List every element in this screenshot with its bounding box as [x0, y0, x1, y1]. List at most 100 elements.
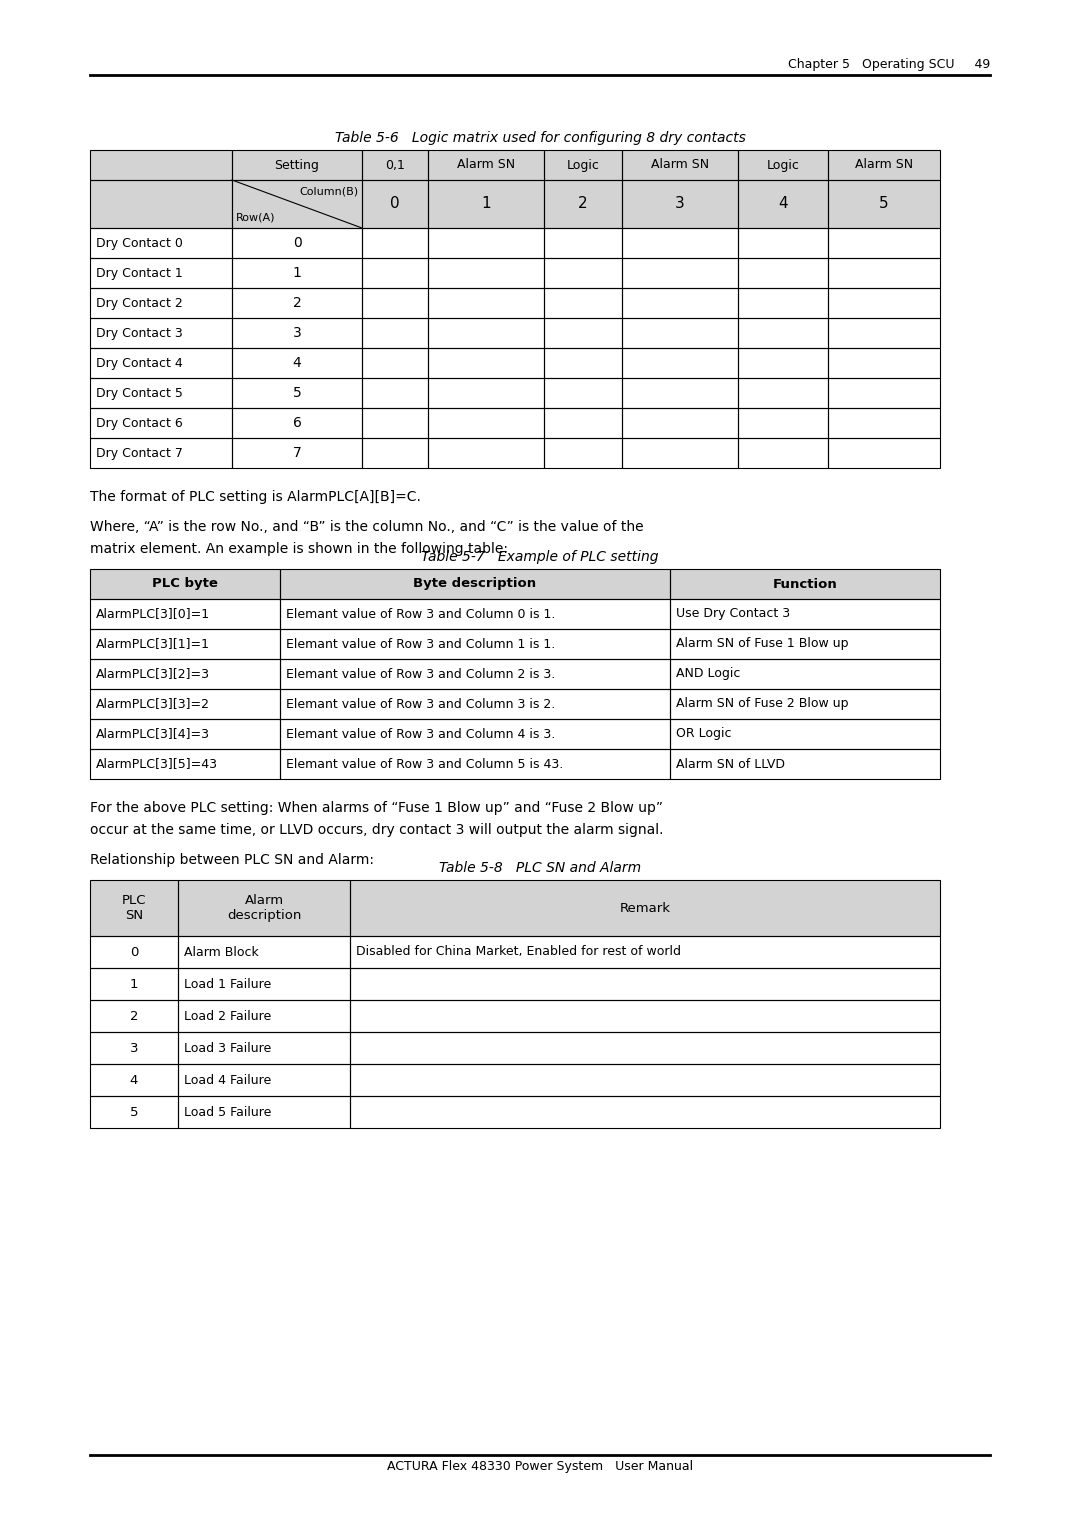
Bar	[178, 1031, 350, 1063]
Bar	[90, 749, 280, 779]
Bar	[90, 318, 232, 348]
Bar	[90, 1031, 178, 1063]
Bar	[90, 969, 178, 999]
Bar	[622, 228, 738, 258]
Text: Column(B): Column(B)	[299, 186, 357, 196]
Bar	[670, 749, 940, 779]
Text: Load 3 Failure: Load 3 Failure	[184, 1042, 271, 1054]
Bar	[828, 348, 940, 377]
Bar	[280, 720, 670, 749]
Text: Logic: Logic	[567, 159, 599, 171]
Bar	[90, 999, 178, 1031]
Bar	[738, 318, 828, 348]
Text: AlarmPLC[3][0]=1: AlarmPLC[3][0]=1	[96, 608, 211, 620]
Bar	[738, 439, 828, 468]
Bar	[280, 720, 670, 749]
Bar	[828, 318, 940, 348]
Bar	[428, 258, 544, 287]
Bar	[428, 408, 544, 439]
Bar	[232, 408, 362, 439]
Bar	[622, 258, 738, 287]
Bar	[90, 720, 280, 749]
Bar	[362, 377, 428, 408]
Bar	[362, 180, 428, 228]
Bar	[428, 318, 544, 348]
Bar	[428, 287, 544, 318]
Bar	[280, 749, 670, 779]
Text: Dry Contact 5: Dry Contact 5	[96, 387, 183, 399]
Bar	[738, 287, 828, 318]
Bar	[428, 180, 544, 228]
Text: The format of PLC setting is AlarmPLC[A][B]=C.: The format of PLC setting is AlarmPLC[A]…	[90, 490, 421, 504]
Bar	[90, 599, 280, 630]
Text: Table 5-6   Logic matrix used for configuring 8 dry contacts: Table 5-6 Logic matrix used for configur…	[335, 131, 745, 145]
Bar	[280, 568, 670, 599]
Text: Alarm SN of Fuse 2 Blow up: Alarm SN of Fuse 2 Blow up	[676, 697, 849, 711]
Bar	[232, 348, 362, 377]
Bar	[90, 228, 232, 258]
Bar	[90, 377, 232, 408]
Text: 6: 6	[293, 416, 301, 429]
Bar	[90, 689, 280, 720]
Bar	[90, 1031, 178, 1063]
Bar	[622, 287, 738, 318]
Bar	[178, 1063, 350, 1096]
Bar	[362, 377, 428, 408]
Bar	[544, 180, 622, 228]
Bar	[622, 348, 738, 377]
Bar	[828, 258, 940, 287]
Bar	[362, 150, 428, 180]
Bar	[670, 720, 940, 749]
Text: AlarmPLC[3][3]=2: AlarmPLC[3][3]=2	[96, 697, 210, 711]
Text: PLC
SN: PLC SN	[122, 894, 146, 921]
Bar	[828, 150, 940, 180]
Bar	[178, 937, 350, 969]
Bar	[544, 150, 622, 180]
Bar	[544, 287, 622, 318]
Bar	[350, 937, 940, 969]
Text: 2: 2	[130, 1010, 138, 1022]
Bar	[280, 689, 670, 720]
Text: Load 5 Failure: Load 5 Failure	[184, 1105, 271, 1118]
Bar	[544, 348, 622, 377]
Text: 0: 0	[130, 946, 138, 958]
Bar	[544, 348, 622, 377]
Bar	[670, 659, 940, 689]
Text: 5: 5	[130, 1105, 138, 1118]
Bar	[362, 287, 428, 318]
Text: Dry Contact 0: Dry Contact 0	[96, 237, 183, 249]
Text: 0: 0	[293, 235, 301, 251]
Bar	[622, 150, 738, 180]
Bar	[280, 630, 670, 659]
Text: 5: 5	[293, 387, 301, 400]
Bar	[90, 689, 280, 720]
Bar	[622, 439, 738, 468]
Bar	[232, 377, 362, 408]
Bar	[350, 1096, 940, 1128]
Text: AND Logic: AND Logic	[676, 668, 741, 680]
Bar	[90, 720, 280, 749]
Bar	[90, 150, 232, 180]
Bar	[178, 937, 350, 969]
Text: AlarmPLC[3][2]=3: AlarmPLC[3][2]=3	[96, 668, 210, 680]
Bar	[232, 408, 362, 439]
Bar	[90, 937, 178, 969]
Bar	[738, 408, 828, 439]
Bar	[670, 749, 940, 779]
Bar	[428, 150, 544, 180]
Bar	[362, 439, 428, 468]
Bar	[350, 1031, 940, 1063]
Bar	[428, 439, 544, 468]
Text: Alarm SN of LLVD: Alarm SN of LLVD	[676, 758, 785, 770]
Bar	[90, 287, 232, 318]
Bar	[544, 258, 622, 287]
Bar	[670, 599, 940, 630]
Bar	[362, 348, 428, 377]
Text: 7: 7	[293, 446, 301, 460]
Bar	[232, 348, 362, 377]
Bar	[828, 287, 940, 318]
Bar	[350, 1031, 940, 1063]
Text: occur at the same time, or LLVD occurs, dry contact 3 will output the alarm sign: occur at the same time, or LLVD occurs, …	[90, 824, 663, 837]
Bar	[90, 258, 232, 287]
Bar	[232, 258, 362, 287]
